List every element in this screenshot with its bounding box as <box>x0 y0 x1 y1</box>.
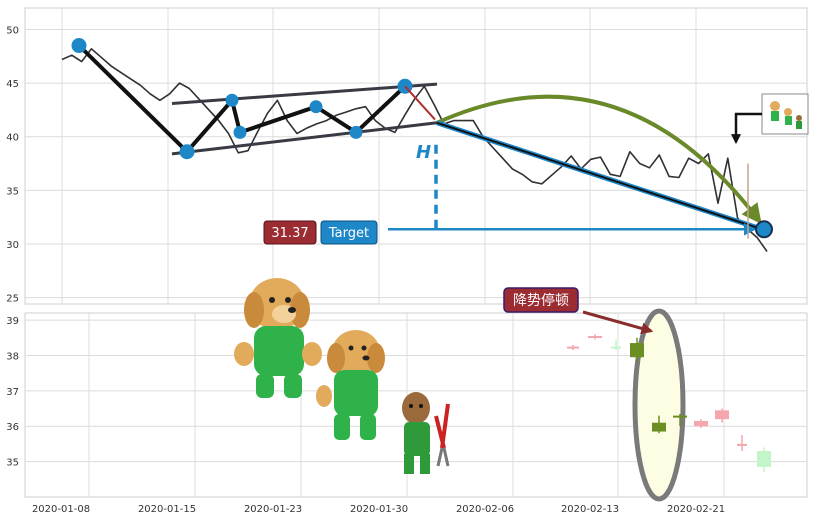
candle-body <box>737 443 747 446</box>
bottom-y-tick-label: 35 <box>6 458 19 469</box>
pivot-marker <box>349 125 363 139</box>
candle-body <box>715 410 729 420</box>
projection-arc <box>436 94 762 225</box>
candle-body <box>652 422 666 432</box>
projection-line-inner <box>436 121 763 231</box>
pivot-marker <box>233 125 247 139</box>
dog-mechanic-sticker <box>402 392 450 474</box>
dog-sticker-large <box>234 278 322 398</box>
top-y-tick-label: 45 <box>6 79 19 90</box>
target-label: Target <box>328 226 369 241</box>
candle-body <box>630 343 644 358</box>
pivot-marker <box>309 100 323 114</box>
breakdown-segment <box>404 85 436 121</box>
top-plot <box>61 38 773 252</box>
annotation-badge: 降势停顿 <box>503 287 579 313</box>
highlight-ellipse <box>632 308 686 502</box>
bottom-y-tick-label: 37 <box>6 387 19 398</box>
bottom-y-tick-label: 38 <box>6 351 19 362</box>
candle-body <box>611 346 621 349</box>
x-tick-label: 2020-01-08 <box>32 504 90 515</box>
target-price-badge: 31.37 <box>263 220 317 245</box>
candle-body <box>588 336 602 338</box>
target-value-label: 31.37 <box>271 226 308 241</box>
candle-body <box>757 451 771 467</box>
thumbnail-connector <box>731 112 762 145</box>
candle-body <box>567 346 579 349</box>
x-tick-label: 2020-01-15 <box>138 504 196 515</box>
bottom-y-tick-label: 39 <box>6 316 19 327</box>
top-y-tick-label: 40 <box>6 133 19 144</box>
pivot-wedge <box>79 45 187 152</box>
bottom-plot <box>567 308 771 502</box>
channel-lower-line <box>171 121 438 156</box>
legend-thumbnail <box>761 93 809 135</box>
annotation-arrow <box>582 310 654 335</box>
top-y-tick-label: 35 <box>6 186 19 197</box>
top-y-tick-label: 50 <box>6 25 19 36</box>
candle-body <box>673 415 687 418</box>
pivot-marker <box>179 144 195 160</box>
pivot-marker <box>71 38 87 54</box>
channel-upper-line <box>171 82 438 105</box>
x-tick-label: 2020-02-06 <box>456 504 514 515</box>
axis-layer: 25 30 35 40 45 50 35 36 37 38 39 2020-01-08 2020-01-… <box>6 25 725 515</box>
annotation-text: 降势停顿 <box>513 292 569 309</box>
pivot-marker <box>225 93 239 107</box>
dog-sticker-medium <box>316 330 385 440</box>
measure-label: H <box>416 142 431 163</box>
target-label-badge: Target <box>320 220 378 245</box>
x-tick-label: 2020-02-13 <box>561 504 619 515</box>
x-tick-label: 2020-01-30 <box>350 504 408 515</box>
price-line <box>61 48 768 252</box>
target-marker <box>755 220 773 239</box>
candle-body <box>694 420 708 427</box>
top-panel-frame <box>24 7 808 305</box>
top-y-tick-label: 25 <box>6 294 19 305</box>
top-y-tick-label: 30 <box>6 240 19 251</box>
x-tick-label: 2020-01-23 <box>244 504 302 515</box>
x-tick-label: 2020-02-21 <box>667 504 725 515</box>
bottom-y-tick-label: 36 <box>6 422 19 433</box>
